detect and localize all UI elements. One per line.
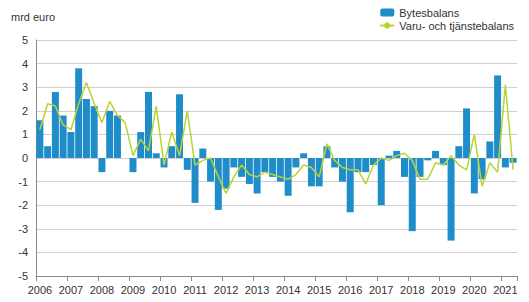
svg-text:2009: 2009 — [121, 284, 145, 296]
svg-text:2008: 2008 — [90, 284, 114, 296]
svg-text:2015: 2015 — [307, 284, 331, 296]
svg-text:-3: -3 — [18, 223, 28, 235]
svg-text:2010: 2010 — [152, 284, 176, 296]
svg-text:2016: 2016 — [338, 284, 362, 296]
svg-text:2019: 2019 — [431, 284, 455, 296]
svg-text:2007: 2007 — [59, 284, 83, 296]
svg-text:mrd euro: mrd euro — [11, 11, 55, 23]
svg-text:1: 1 — [22, 128, 28, 140]
svg-text:0: 0 — [22, 152, 28, 164]
svg-text:2012: 2012 — [214, 284, 238, 296]
svg-text:2013: 2013 — [245, 284, 269, 296]
svg-text:-2: -2 — [18, 199, 28, 211]
svg-text:2021: 2021 — [493, 284, 517, 296]
svg-text:-5: -5 — [18, 270, 28, 282]
svg-text:2006: 2006 — [28, 284, 52, 296]
svg-text:Varu- och tjänstebalans: Varu- och tjänstebalans — [399, 20, 514, 32]
svg-text:Bytesbalans: Bytesbalans — [399, 7, 459, 19]
svg-text:2018: 2018 — [400, 284, 424, 296]
svg-text:2014: 2014 — [276, 284, 300, 296]
svg-text:-1: -1 — [18, 176, 28, 188]
svg-text:2: 2 — [22, 105, 28, 117]
svg-text:5: 5 — [22, 34, 28, 46]
svg-text:-4: -4 — [18, 246, 28, 258]
svg-text:4: 4 — [22, 58, 28, 70]
svg-text:2020: 2020 — [462, 284, 486, 296]
svg-text:3: 3 — [22, 81, 28, 93]
svg-text:2017: 2017 — [369, 284, 393, 296]
svg-text:2011: 2011 — [183, 284, 207, 296]
